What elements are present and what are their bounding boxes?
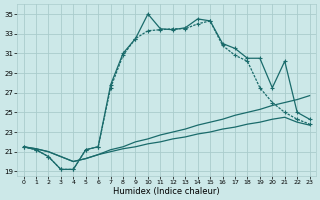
X-axis label: Humidex (Indice chaleur): Humidex (Indice chaleur)	[113, 187, 220, 196]
